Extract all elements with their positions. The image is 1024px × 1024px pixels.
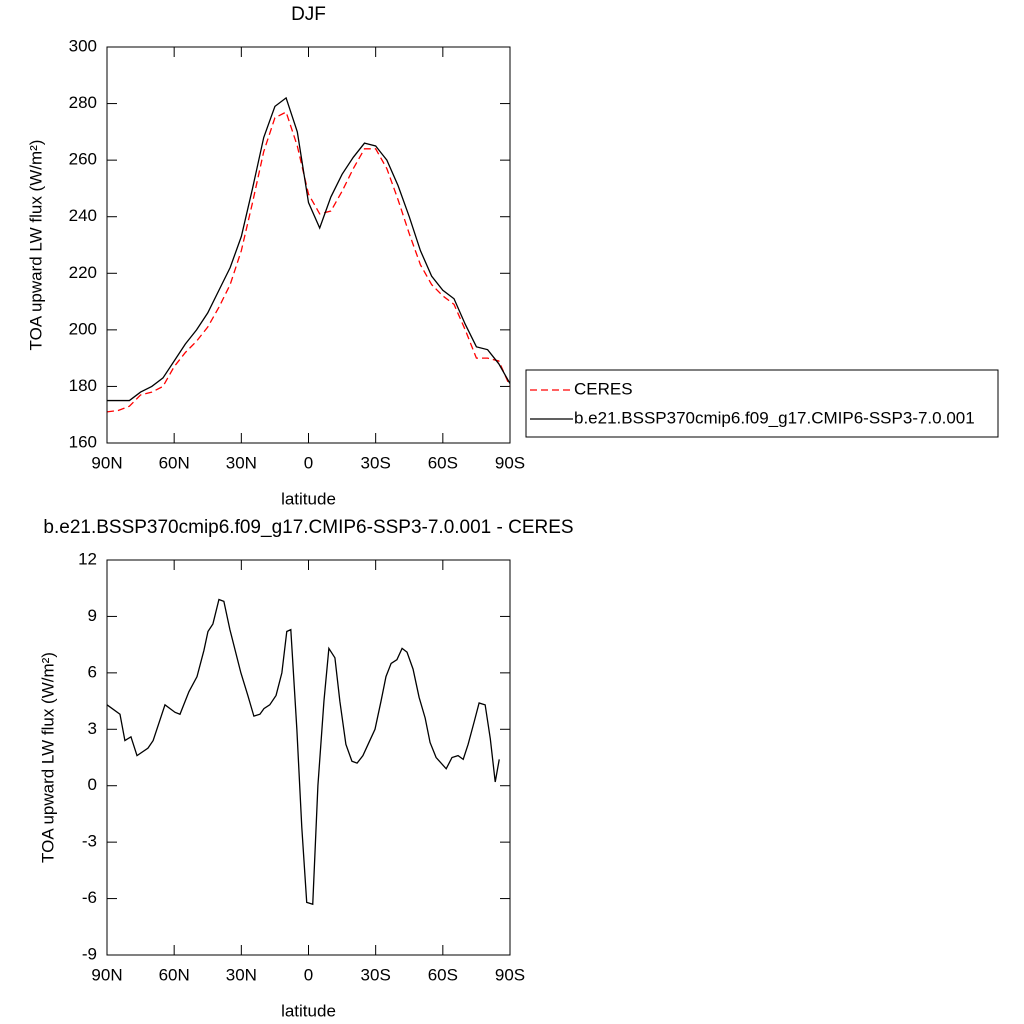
legend-label: CERES bbox=[574, 379, 633, 398]
x-tick-label: 60S bbox=[428, 965, 458, 984]
x-tick-label: 60S bbox=[428, 453, 458, 472]
y-tick-label: -6 bbox=[82, 888, 97, 907]
x-tick-label: 30S bbox=[361, 965, 391, 984]
x-tick-label: 60N bbox=[159, 453, 190, 472]
y-tick-label: 9 bbox=[88, 606, 97, 625]
y-tick-label: 200 bbox=[69, 319, 97, 338]
x-axis-label: latitude bbox=[281, 1001, 336, 1020]
plot-frame bbox=[106, 559, 511, 956]
x-tick-label: 30S bbox=[361, 453, 391, 472]
x-tick-label: 30N bbox=[226, 965, 257, 984]
y-tick-label: -3 bbox=[82, 832, 97, 851]
plot-frame bbox=[106, 46, 511, 444]
x-tick-label: 30N bbox=[226, 453, 257, 472]
chart-title: b.e21.BSSP370cmip6.f09_g17.CMIP6-SSP3-7.… bbox=[43, 517, 573, 538]
y-tick-label: 3 bbox=[88, 719, 97, 738]
y-axis-label: TOA upward LW flux (W/m²) bbox=[38, 652, 57, 863]
x-tick-label: 90S bbox=[495, 453, 525, 472]
x-tick-label: 0 bbox=[304, 965, 313, 984]
y-axis-label: TOA upward LW flux (W/m²) bbox=[26, 140, 45, 351]
x-tick-label: 90S bbox=[495, 965, 525, 984]
y-tick-label: 6 bbox=[88, 662, 97, 681]
data-line bbox=[107, 96, 511, 402]
y-tick-label: 0 bbox=[88, 775, 97, 794]
x-tick-label: 90N bbox=[91, 965, 122, 984]
y-tick-label: 180 bbox=[69, 376, 97, 395]
x-axis-label: latitude bbox=[281, 489, 336, 508]
y-tick-label: -9 bbox=[82, 944, 97, 963]
data-line bbox=[106, 111, 511, 413]
y-tick-label: 220 bbox=[69, 263, 97, 282]
y-tick-label: 300 bbox=[69, 36, 97, 55]
data-line bbox=[106, 598, 500, 906]
x-tick-label: 90N bbox=[91, 453, 122, 472]
y-tick-label: 260 bbox=[69, 150, 97, 169]
y-tick-label: 240 bbox=[69, 206, 97, 225]
x-tick-label: 60N bbox=[159, 965, 190, 984]
y-tick-label: 280 bbox=[69, 93, 97, 112]
x-tick-label: 0 bbox=[304, 453, 313, 472]
legend-box bbox=[525, 369, 999, 438]
y-tick-label: 160 bbox=[69, 432, 97, 451]
chart-title: DJF bbox=[291, 4, 326, 25]
y-tick-label: 12 bbox=[78, 549, 97, 568]
legend-label: b.e21.BSSP370cmip6.f09_g17.CMIP6-SSP3-7.… bbox=[574, 408, 975, 427]
